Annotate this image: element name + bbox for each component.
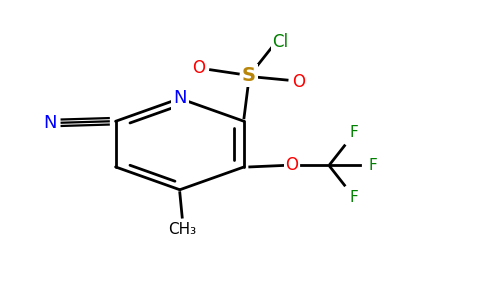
Text: F: F <box>368 158 377 173</box>
Text: F: F <box>350 125 359 140</box>
Text: N: N <box>43 114 57 132</box>
Text: F: F <box>350 190 359 206</box>
Text: O: O <box>292 73 305 91</box>
Text: N: N <box>173 89 186 107</box>
Text: O: O <box>192 59 205 77</box>
Text: CH₃: CH₃ <box>168 222 196 237</box>
Text: S: S <box>242 66 256 85</box>
Text: O: O <box>286 157 298 175</box>
Text: Cl: Cl <box>272 33 288 51</box>
